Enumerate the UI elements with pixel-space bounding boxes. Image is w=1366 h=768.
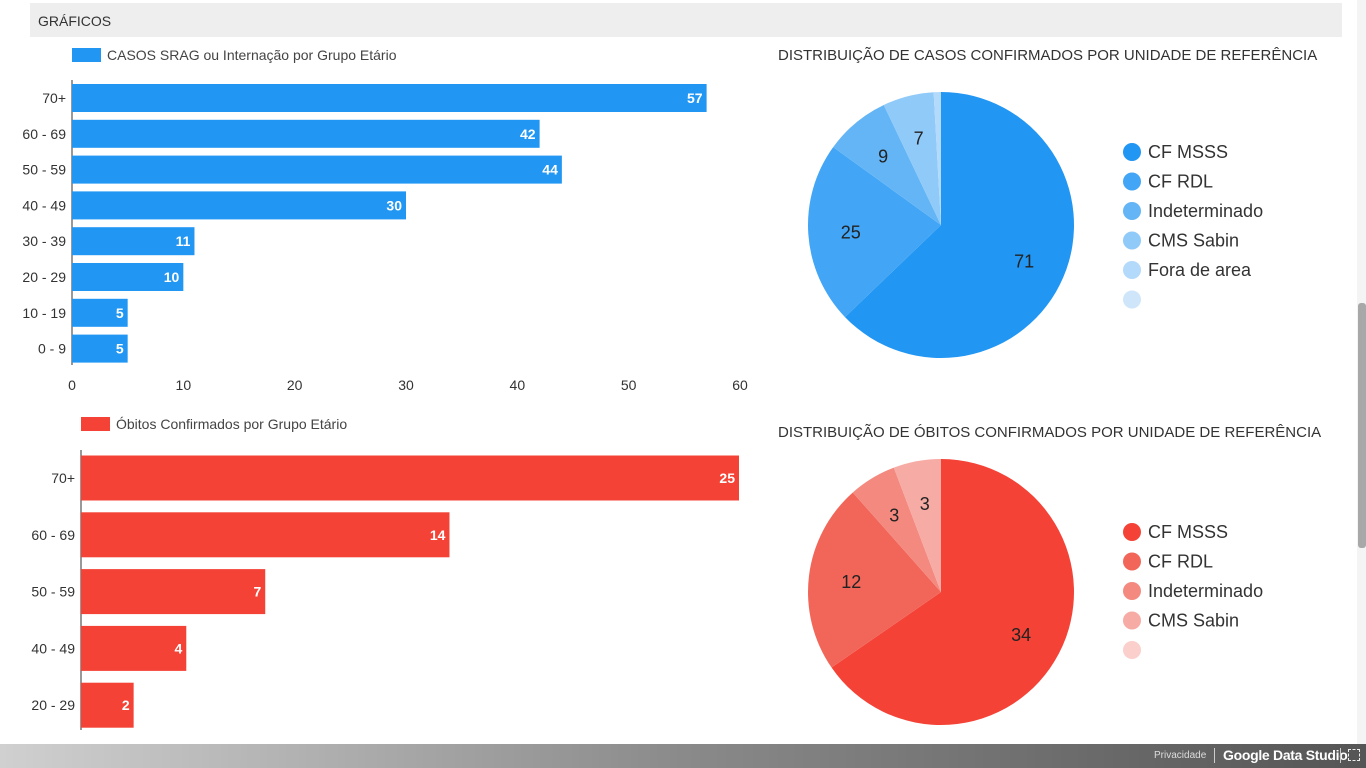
bar [72, 298, 128, 327]
scrollbar-thumb[interactable] [1358, 303, 1366, 548]
category-label: 40 - 49 [22, 197, 66, 213]
pie-slice [933, 92, 941, 225]
pie-slice [808, 492, 941, 668]
legend-marker [1123, 552, 1141, 571]
data-label: 4 [174, 640, 182, 656]
data-label: 44 [542, 162, 558, 178]
legend-marker [1123, 231, 1141, 250]
x-tick-label: 10 [176, 377, 192, 393]
bar [72, 227, 195, 256]
legend-label: Fora de area [1148, 260, 1252, 280]
legend-marker [1123, 143, 1141, 161]
bar [72, 191, 406, 220]
legend-marker [1123, 582, 1141, 600]
legend-label: Indeterminado [1148, 201, 1263, 221]
bar [81, 569, 266, 615]
category-label: 20 - 29 [31, 697, 75, 713]
legend-marker [1123, 202, 1141, 220]
slice-label: 34 [1011, 625, 1031, 645]
footer-bar: Privacidade Google Data Studio [0, 744, 1366, 768]
pie-slice [845, 92, 1074, 358]
bar [81, 625, 187, 671]
slice-label: 3 [920, 494, 930, 514]
x-tick-label: 20 [287, 377, 303, 393]
legend-swatch [81, 417, 110, 431]
bar [72, 334, 128, 363]
legend-marker [1123, 261, 1141, 279]
category-label: 30 - 39 [22, 233, 66, 249]
divider [1214, 748, 1215, 763]
data-label: 14 [430, 527, 446, 543]
bar [72, 84, 707, 112]
category-label: 40 - 49 [31, 640, 75, 656]
legend-marker [1123, 172, 1141, 191]
legend-marker [1123, 611, 1141, 630]
category-label: 20 - 29 [22, 269, 66, 285]
category-label: 0 - 9 [38, 341, 66, 357]
data-label: 5 [116, 305, 124, 321]
category-label: 50 - 59 [22, 162, 66, 178]
legend-marker [1123, 523, 1141, 541]
slice-label: 7 [914, 128, 924, 148]
pie-slice [808, 147, 941, 318]
slice-label: 71 [1014, 251, 1034, 271]
legend-label: Óbitos Confirmados por Grupo Etário [116, 416, 347, 432]
fullscreen-icon[interactable] [1348, 749, 1360, 761]
pie-slice [893, 459, 941, 592]
pie-slice [833, 104, 941, 225]
pie-slice [883, 92, 941, 225]
section-header: GRÁFICOS [30, 3, 1342, 37]
category-label: 60 - 69 [31, 527, 75, 543]
category-label: 70+ [51, 470, 75, 486]
bar [81, 512, 450, 558]
bar [72, 155, 562, 184]
data-label: 11 [176, 233, 191, 249]
privacy-link[interactable]: Privacidade [1154, 750, 1207, 761]
bar [72, 263, 184, 291]
data-label: 10 [164, 269, 180, 285]
x-tick-label: 30 [398, 377, 414, 393]
legend-marker [1123, 641, 1141, 659]
legend-label: CF MSSS [1148, 522, 1228, 542]
pie-slice [852, 467, 941, 592]
slice-label: 3 [889, 506, 899, 526]
category-label: 60 - 69 [22, 126, 66, 142]
legend-label: CMS Sabin [1148, 231, 1239, 251]
legend-swatch [72, 48, 101, 62]
slice-label: 9 [878, 147, 888, 167]
legend-label: CF RDL [1148, 552, 1213, 572]
legend-marker [1123, 290, 1141, 309]
data-label: 25 [719, 470, 735, 486]
category-label: 10 - 19 [22, 305, 66, 321]
legend-label: Indeterminado [1148, 581, 1263, 601]
legend-label: CF MSSS [1148, 142, 1228, 162]
data-label: 57 [687, 90, 703, 106]
category-label: 70+ [42, 90, 66, 106]
data-label: 5 [116, 341, 124, 357]
slice-label: 12 [841, 572, 861, 592]
brand-logo[interactable]: Google Data Studio [1223, 747, 1348, 763]
data-label: 2 [122, 697, 130, 713]
x-tick-label: 60 [732, 377, 748, 393]
bar [72, 119, 540, 148]
legend-label: CF RDL [1148, 172, 1213, 192]
category-label: 50 - 59 [31, 584, 75, 600]
bar [81, 455, 739, 501]
data-label: 7 [253, 584, 261, 600]
chart-title: DISTRIBUIÇÃO DE CASOS CONFIRMADOS POR UN… [778, 47, 1317, 64]
x-tick-label: 40 [510, 377, 526, 393]
slice-label: 25 [841, 222, 861, 242]
bar [81, 682, 134, 728]
data-label: 30 [386, 197, 402, 213]
pie-slice [831, 459, 1074, 726]
legend-label: CASOS SRAG ou Internação por Grupo Etári… [107, 47, 397, 63]
divider [1340, 748, 1341, 763]
legend-label: CMS Sabin [1148, 611, 1239, 631]
x-tick-label: 50 [621, 377, 637, 393]
section-title: GRÁFICOS [38, 13, 112, 29]
chart-title: DISTRIBUIÇÃO DE ÓBITOS CONFIRMADOS POR U… [778, 424, 1321, 441]
x-tick-label: 0 [68, 377, 76, 393]
data-label: 42 [520, 126, 536, 142]
